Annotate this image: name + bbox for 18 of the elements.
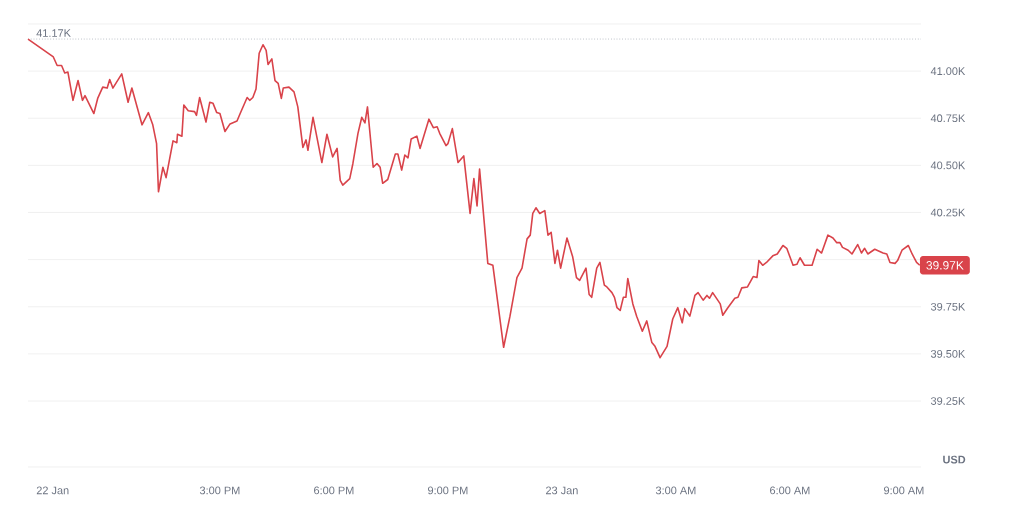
x-tick-label: 22 Jan <box>36 486 69 495</box>
y-tick-label: 40.25K <box>930 208 966 217</box>
ref-line-label: 41.17K <box>36 29 71 37</box>
y-tick-label: 39.25K <box>930 397 966 405</box>
x-tick-label: 6:00 PM <box>314 486 354 495</box>
x-tick-label: 9:00 PM <box>428 486 468 495</box>
y-tick-label: 39.75K <box>930 302 966 311</box>
x-tick-label: 6:00 AM <box>770 486 810 495</box>
y-tick-label: 40.50K <box>930 161 966 170</box>
y-tick-label: 39.50K <box>930 350 966 358</box>
x-tick-label: 3:00 PM <box>199 486 240 495</box>
x-tick-label: 9:00 AM <box>884 486 924 495</box>
y-tick-label: 41.00K <box>930 67 966 75</box>
annotation: 39.97K <box>926 261 964 270</box>
y-axis-title: USD <box>943 455 966 464</box>
x-tick-label: 23 Jan <box>546 486 578 495</box>
x-tick-label: 3:00 AM <box>655 486 696 495</box>
y-tick-label: 40.75K <box>930 114 966 123</box>
